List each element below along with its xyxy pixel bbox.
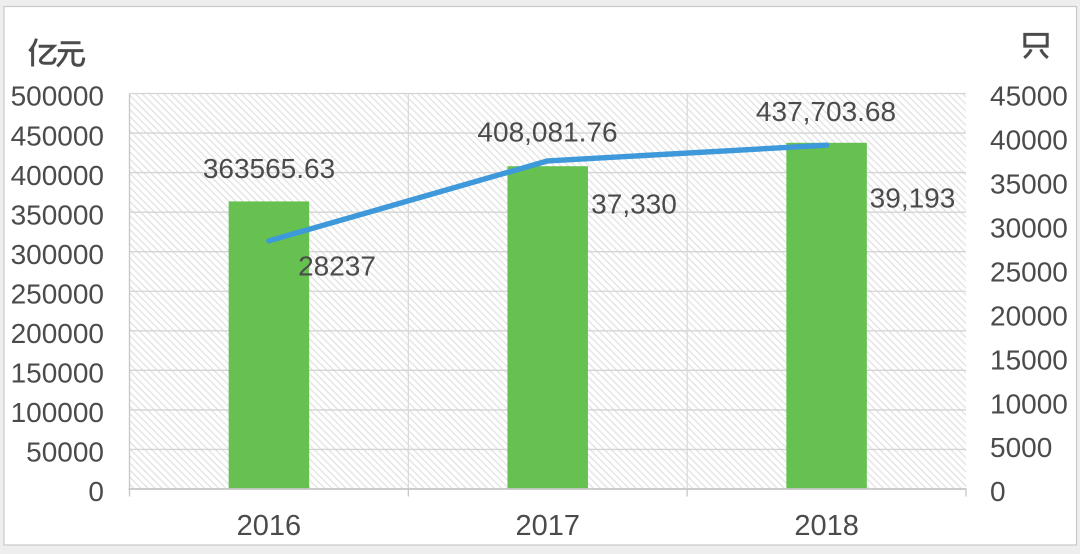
svg-text:450000: 450000: [11, 120, 104, 151]
svg-text:30000: 30000: [990, 213, 1068, 244]
svg-text:50000: 50000: [26, 437, 104, 468]
svg-text:250000: 250000: [11, 278, 104, 309]
svg-text:400000: 400000: [11, 160, 104, 191]
svg-text:45000: 45000: [990, 81, 1068, 112]
svg-text:35000: 35000: [990, 169, 1068, 200]
svg-text:39,193: 39,193: [870, 183, 956, 214]
svg-text:2018: 2018: [794, 510, 859, 542]
svg-text:363565.63: 363565.63: [203, 153, 335, 184]
svg-text:20000: 20000: [990, 300, 1068, 331]
svg-text:437,703.68: 437,703.68: [756, 96, 896, 127]
svg-text:0: 0: [88, 476, 104, 507]
svg-text:350000: 350000: [11, 199, 104, 230]
svg-text:500000: 500000: [11, 81, 104, 112]
svg-text:100000: 100000: [11, 397, 104, 428]
svg-text:15000: 15000: [990, 344, 1068, 375]
svg-text:150000: 150000: [11, 358, 104, 389]
svg-text:10000: 10000: [990, 388, 1068, 419]
svg-text:40000: 40000: [990, 125, 1068, 156]
svg-text:0: 0: [990, 476, 1006, 507]
svg-text:25000: 25000: [990, 256, 1068, 287]
svg-text:2017: 2017: [515, 510, 580, 542]
svg-text:300000: 300000: [11, 239, 104, 270]
svg-text:37,330: 37,330: [591, 189, 677, 220]
svg-text:28237: 28237: [298, 251, 376, 282]
svg-text:2016: 2016: [237, 510, 302, 542]
svg-text:200000: 200000: [11, 318, 104, 349]
svg-text:408,081.76: 408,081.76: [477, 117, 617, 148]
svg-text:5000: 5000: [990, 432, 1052, 463]
